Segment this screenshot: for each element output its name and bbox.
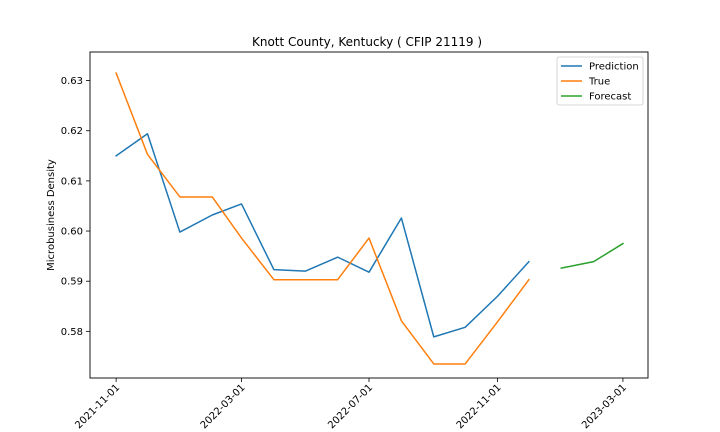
series-line-true (115, 72, 530, 365)
chart-title: Knott County, Kentucky ( CFIP 21119 ) (252, 35, 482, 49)
legend-box (556, 56, 644, 106)
y-axis-label: Microbusiness Density (46, 159, 57, 271)
y-tick-label: 0.60 (61, 227, 83, 238)
y-tick-label: 0.61 (61, 176, 83, 187)
y-axis: 0.58 0.59 0.60 0.61 0.62 0.63 (61, 76, 90, 338)
series-layer (115, 72, 624, 365)
y-tick-label: 0.59 (61, 277, 83, 288)
legend-label: Prediction (589, 62, 639, 73)
legend-label: True (588, 77, 610, 88)
series-line-prediction (115, 133, 530, 338)
legend: Prediction True Forecast (556, 56, 644, 106)
y-tick-label: 0.58 (61, 327, 83, 338)
y-tick-label: 0.62 (61, 126, 83, 137)
y-tick-label: 0.63 (61, 76, 83, 87)
series-line-forecast (560, 242, 624, 270)
legend-label: Forecast (589, 92, 631, 103)
